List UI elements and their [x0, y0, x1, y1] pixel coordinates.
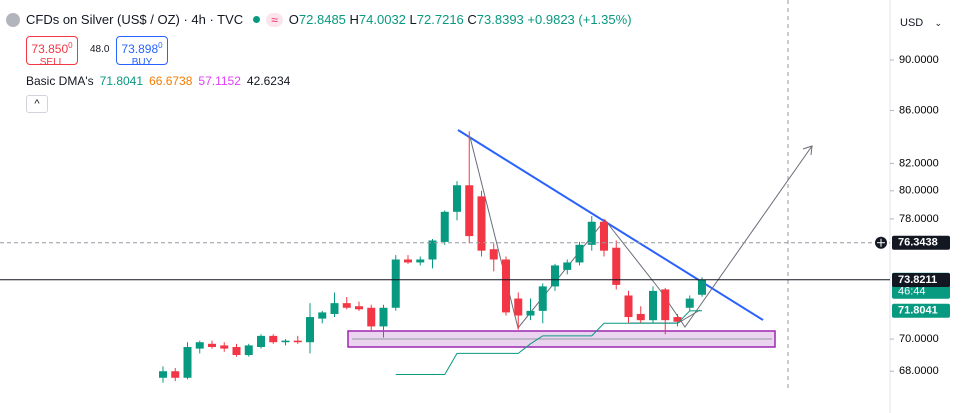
indicator-value: 66.6738	[149, 74, 193, 88]
symbol-title: CFDs on Silver (US$ / OZ) · 4h · TVC	[26, 12, 244, 27]
candle-body	[293, 340, 302, 343]
buy-pip: 0	[158, 41, 163, 50]
candle-body	[306, 317, 314, 343]
candle-body	[673, 317, 682, 322]
candle-body	[281, 340, 290, 343]
candle-body	[355, 306, 363, 310]
indicator-value: 71.8041	[99, 74, 144, 88]
price-tag	[892, 303, 950, 318]
y-tick-label: 90.0000	[899, 54, 939, 66]
readout-value: 72.7216	[416, 12, 464, 27]
currency-select[interactable]: USD ⌄	[893, 12, 948, 34]
candle-body	[587, 221, 596, 245]
sell-button[interactable]: 73.8500 SELL	[26, 36, 78, 68]
candle-body	[624, 295, 633, 318]
indicator-value: 57.1152	[198, 74, 241, 88]
candle-body	[244, 345, 253, 356]
price-tag-label: 73.8211	[898, 274, 937, 286]
projection-arrowhead	[802, 145, 813, 156]
candle-body	[685, 298, 694, 308]
candle-body	[477, 196, 486, 251]
y-tick-label: 82.0000	[899, 157, 939, 169]
chevron: ⌄	[934, 18, 942, 28]
readout-label: C	[467, 12, 477, 27]
candle-body	[183, 347, 192, 378]
header: CFDs on Silver (US$ / OZ) · 4h · TVC ≈ O…	[6, 12, 632, 27]
candle-body	[330, 303, 339, 314]
indicator-value: 42.6234	[246, 74, 291, 88]
candle-body	[208, 343, 216, 348]
candle-body	[575, 244, 584, 263]
y-tick-label: 78.0000	[899, 213, 939, 225]
symbol-icon	[6, 12, 20, 27]
candle-body	[600, 221, 608, 251]
readout-label: O	[288, 12, 299, 27]
candle-body	[257, 335, 265, 348]
candle-body	[404, 259, 412, 263]
indicator-name: Basic DMA's	[26, 74, 94, 88]
price-tag	[892, 273, 950, 288]
readout-label: L	[409, 12, 417, 27]
change: +0.9823	[527, 12, 575, 27]
candle-body	[318, 312, 327, 319]
candle-body	[465, 185, 474, 237]
candle-body	[563, 262, 572, 270]
candle-body	[538, 286, 547, 311]
price-tag-label: 71.8041	[898, 305, 938, 317]
candle-body	[502, 259, 510, 313]
readout-value: 74.0032	[358, 12, 406, 27]
candle-body	[367, 307, 376, 327]
readout-value: 73.8393	[476, 12, 524, 27]
candle-body	[416, 259, 425, 263]
spread: 48.0	[90, 44, 110, 55]
sell-pip: 0	[68, 41, 73, 50]
candle-body	[159, 371, 167, 378]
buy-price: 73.898	[121, 42, 159, 56]
candle-body	[612, 247, 621, 285]
candle-body	[636, 313, 645, 321]
buy-button[interactable]: 73.8980 BUY	[116, 36, 168, 68]
price-tag-label: 76.3438	[898, 237, 938, 249]
y-tick-label: 68.0000	[899, 365, 939, 377]
ohlc-readout: O72.8485 H74.0032 L72.7216 C73.8393 +0.9…	[289, 12, 632, 27]
candle-body	[195, 342, 204, 349]
price-tag-sub: 46:44	[898, 286, 926, 298]
currency: USD	[900, 17, 924, 29]
candle-body	[342, 303, 351, 308]
candle-body	[269, 335, 278, 343]
candle-body	[171, 371, 180, 378]
candle-body	[698, 279, 706, 295]
y-tick-label: 70.0000	[899, 333, 939, 345]
y-tick-label: 80.0000	[899, 185, 939, 197]
candle-body	[232, 347, 241, 356]
candle-body	[551, 265, 559, 287]
candle-body	[453, 185, 461, 212]
dma-line	[395, 310, 703, 375]
status-dot	[253, 16, 261, 23]
indicator-legend: Basic DMA's 71.8041 66.6738 57.1152 42.6234	[26, 74, 290, 88]
buy-label: BUY	[131, 57, 153, 68]
marks: 68.0000 70.0000 78.0000 80.0000 82.0000 86.00…	[0, 54, 950, 383]
readout-label: H	[349, 12, 359, 27]
sell-price: 73.850	[31, 42, 69, 56]
candle-body	[391, 259, 400, 308]
candle-body	[649, 290, 657, 321]
price-tag	[892, 235, 950, 250]
candle-body	[428, 240, 437, 260]
candle-body	[514, 298, 523, 316]
y-tick-label: 86.0000	[899, 104, 939, 116]
collapse-button[interactable]: ^	[26, 95, 48, 113]
candle-body	[661, 289, 670, 321]
candle-body	[440, 211, 449, 242]
badge[interactable]: ≈	[266, 12, 283, 27]
candle-body	[489, 249, 498, 260]
readout-value: 72.8485	[298, 12, 346, 27]
change-pct: (+1.35%)	[578, 12, 632, 27]
candle-body	[379, 307, 388, 327]
sell-label: SELL	[39, 57, 65, 68]
candle-body	[220, 345, 229, 349]
candle-body	[526, 310, 535, 316]
